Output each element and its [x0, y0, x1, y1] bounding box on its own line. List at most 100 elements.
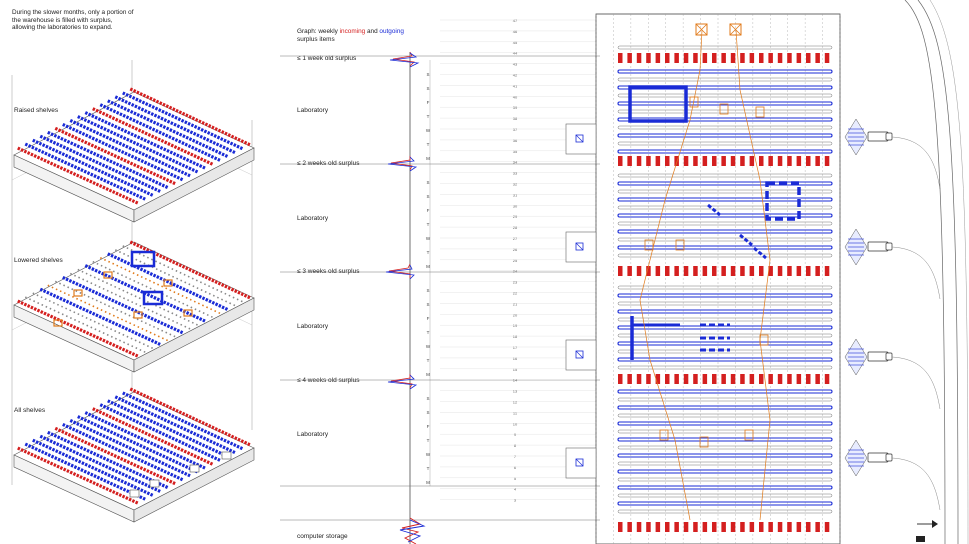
outgoing-shelf	[617, 85, 833, 90]
row-number: 9	[514, 432, 517, 437]
incoming-shelf	[740, 156, 745, 166]
row-number: 25	[513, 258, 518, 263]
incoming-shelf	[759, 522, 764, 532]
graph-caption-outgoing: outgoing	[379, 28, 404, 35]
outgoing-shelf	[617, 293, 833, 298]
lab-table	[659, 429, 669, 441]
incoming-shelf	[702, 522, 708, 532]
lab-table	[53, 319, 63, 327]
incoming-shelf	[740, 522, 745, 532]
dock-icon	[844, 338, 941, 410]
row-number: 38	[513, 116, 518, 121]
iso-slab	[13, 387, 255, 523]
incoming-shelf	[806, 266, 811, 276]
incoming-shelf	[796, 374, 802, 384]
drive-path	[891, 246, 941, 300]
lowered-shelf	[617, 397, 833, 402]
lab-table	[183, 309, 193, 317]
incoming-shelf	[618, 266, 623, 276]
incoming-shelf	[674, 374, 679, 384]
dock-marker	[575, 350, 584, 359]
weekday-letter: M	[426, 156, 430, 161]
incoming-shelf	[806, 522, 811, 532]
row-number: 13	[513, 389, 518, 394]
shelf-row	[77, 115, 199, 174]
dock-marker	[575, 242, 584, 251]
shelf-row	[92, 407, 214, 466]
graph-caption-suffix: surplus items	[297, 35, 335, 43]
lowered-shelf	[617, 461, 833, 466]
incoming-shelf	[749, 522, 755, 532]
graph-caption-and: and	[365, 28, 380, 35]
incoming-shelf	[815, 266, 820, 276]
incoming-shelf	[674, 156, 679, 166]
outgoing-shelf	[617, 389, 833, 394]
shelf-row	[62, 122, 184, 182]
row-number: 29	[513, 214, 518, 219]
weekday-letter: T	[427, 358, 430, 363]
lab-zone	[628, 85, 688, 123]
lab-table	[689, 96, 699, 108]
incoming-shelf	[712, 522, 717, 532]
dock-icon	[844, 228, 941, 300]
iso-slab	[13, 87, 255, 223]
incoming-shelf	[655, 374, 661, 384]
slab-side	[133, 447, 255, 523]
lowered-shelf	[617, 509, 833, 514]
weekday-letter: S	[426, 396, 429, 401]
iso-label-lowered: Lowered shelves	[14, 257, 63, 264]
truck-cab	[885, 453, 893, 462]
row-number: 14	[513, 378, 518, 383]
incoming-shelf	[693, 522, 698, 532]
dock-icon	[189, 464, 200, 473]
row-number: 3	[514, 498, 517, 503]
lab-zone	[707, 203, 721, 217]
zone-label-week1: ≤ 1 week old surplus	[297, 55, 357, 62]
incoming-shelf	[683, 53, 689, 63]
row-number: 42	[513, 73, 518, 78]
lowered-shelf	[617, 125, 833, 130]
graph-caption-incoming: incoming	[339, 28, 366, 35]
lab-table	[103, 271, 113, 279]
zone-label-week2: ≤ 2 weeks old surplus	[297, 160, 360, 167]
incoming-shelf	[702, 374, 708, 384]
crate-icon	[695, 23, 708, 36]
outgoing-spike	[399, 519, 426, 543]
incoming-shelf	[796, 266, 802, 276]
shelf-row	[84, 111, 206, 170]
lowered-shelf	[617, 333, 833, 338]
row-number: 11	[513, 410, 518, 415]
incoming-shelf	[646, 266, 651, 276]
row-number: 32	[513, 182, 518, 187]
shelf-row	[62, 275, 184, 335]
incoming-shelf	[721, 374, 726, 384]
shelf-row	[114, 95, 236, 155]
incoming-shelf	[636, 156, 642, 166]
incoming-shelf	[712, 374, 717, 384]
row-number: 34	[513, 160, 518, 165]
incoming-shelf	[768, 266, 773, 276]
lowered-shelf	[617, 349, 833, 354]
lowered-shelf	[617, 413, 833, 418]
incoming-shelf	[655, 156, 661, 166]
incoming-shelf	[665, 266, 670, 276]
shelf-row	[99, 403, 221, 462]
shelf-row	[32, 138, 154, 197]
zone-label-week4: ≤ 4 weeks old surplus	[297, 377, 360, 384]
weekday-letter: S	[426, 194, 429, 199]
lowered-shelf	[617, 221, 833, 226]
dock-icon	[565, 339, 597, 371]
incoming-shelf	[683, 266, 689, 276]
incoming-shelf	[702, 53, 708, 63]
row-number: 21	[513, 301, 518, 306]
shelf-row	[17, 299, 139, 358]
outgoing-shelf	[617, 197, 833, 202]
row-number: 44	[513, 51, 518, 56]
incoming-shelf	[730, 266, 736, 276]
dock-icon	[565, 123, 597, 155]
outgoing-shelf	[617, 405, 833, 410]
incoming-shelf	[796, 522, 802, 532]
slab-side	[133, 297, 255, 373]
weekday-letter: S	[426, 288, 429, 293]
weekday-letter: M	[426, 480, 430, 485]
